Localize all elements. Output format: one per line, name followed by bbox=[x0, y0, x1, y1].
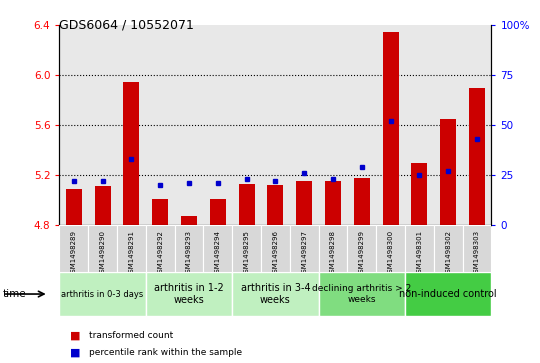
Bar bbox=[354, 178, 370, 225]
Text: GSM1498291: GSM1498291 bbox=[129, 230, 134, 277]
Bar bbox=[469, 88, 485, 225]
Text: GSM1498301: GSM1498301 bbox=[416, 230, 422, 277]
Bar bbox=[204, 225, 232, 272]
Bar bbox=[319, 225, 347, 272]
Text: time: time bbox=[3, 289, 26, 299]
Bar bbox=[59, 272, 146, 316]
Text: GSM1498302: GSM1498302 bbox=[445, 230, 451, 277]
Bar bbox=[319, 272, 405, 316]
Text: GSM1498295: GSM1498295 bbox=[244, 230, 249, 277]
Text: non-induced control: non-induced control bbox=[400, 289, 497, 299]
Bar bbox=[383, 32, 399, 225]
Bar bbox=[124, 82, 139, 225]
Text: GSM1498292: GSM1498292 bbox=[157, 230, 163, 277]
Bar bbox=[59, 225, 88, 272]
Text: arthritis in 0-3 days: arthritis in 0-3 days bbox=[62, 290, 144, 298]
Bar bbox=[117, 225, 146, 272]
Bar bbox=[174, 225, 204, 272]
Bar bbox=[66, 189, 82, 225]
Bar bbox=[325, 182, 341, 225]
Text: GSM1498296: GSM1498296 bbox=[272, 230, 279, 277]
Bar bbox=[146, 225, 174, 272]
Bar bbox=[376, 225, 405, 272]
Bar bbox=[232, 225, 261, 272]
Bar bbox=[239, 184, 254, 225]
Text: GSM1498300: GSM1498300 bbox=[388, 230, 394, 277]
Bar bbox=[405, 272, 491, 316]
Text: declining arthritis > 2
weeks: declining arthritis > 2 weeks bbox=[312, 284, 411, 304]
Text: ■: ■ bbox=[70, 348, 80, 358]
Bar bbox=[152, 199, 168, 225]
Bar bbox=[290, 225, 319, 272]
Bar bbox=[440, 119, 456, 225]
Bar bbox=[405, 225, 434, 272]
Bar bbox=[347, 225, 376, 272]
Bar bbox=[261, 225, 290, 272]
Text: GSM1498293: GSM1498293 bbox=[186, 230, 192, 277]
Bar bbox=[146, 272, 232, 316]
Text: GSM1498297: GSM1498297 bbox=[301, 230, 307, 277]
Text: GSM1498294: GSM1498294 bbox=[215, 230, 221, 277]
Text: percentile rank within the sample: percentile rank within the sample bbox=[89, 348, 242, 357]
Text: arthritis in 1-2
weeks: arthritis in 1-2 weeks bbox=[154, 283, 224, 305]
Text: GDS6064 / 10552071: GDS6064 / 10552071 bbox=[59, 18, 194, 31]
Bar bbox=[181, 216, 197, 225]
Bar bbox=[411, 163, 427, 225]
Bar bbox=[296, 182, 312, 225]
Bar bbox=[232, 272, 319, 316]
Bar bbox=[434, 225, 463, 272]
Bar bbox=[88, 225, 117, 272]
Text: GSM1498289: GSM1498289 bbox=[71, 230, 77, 277]
Bar bbox=[267, 185, 284, 225]
Text: GSM1498298: GSM1498298 bbox=[330, 230, 336, 277]
Text: ■: ■ bbox=[70, 331, 80, 341]
Bar bbox=[210, 199, 226, 225]
Text: GSM1498303: GSM1498303 bbox=[474, 230, 480, 277]
Text: GSM1498299: GSM1498299 bbox=[359, 230, 365, 277]
Text: arthritis in 3-4
weeks: arthritis in 3-4 weeks bbox=[241, 283, 310, 305]
Text: GSM1498290: GSM1498290 bbox=[99, 230, 106, 277]
Bar bbox=[463, 225, 491, 272]
Text: transformed count: transformed count bbox=[89, 331, 173, 340]
Bar bbox=[94, 186, 111, 225]
